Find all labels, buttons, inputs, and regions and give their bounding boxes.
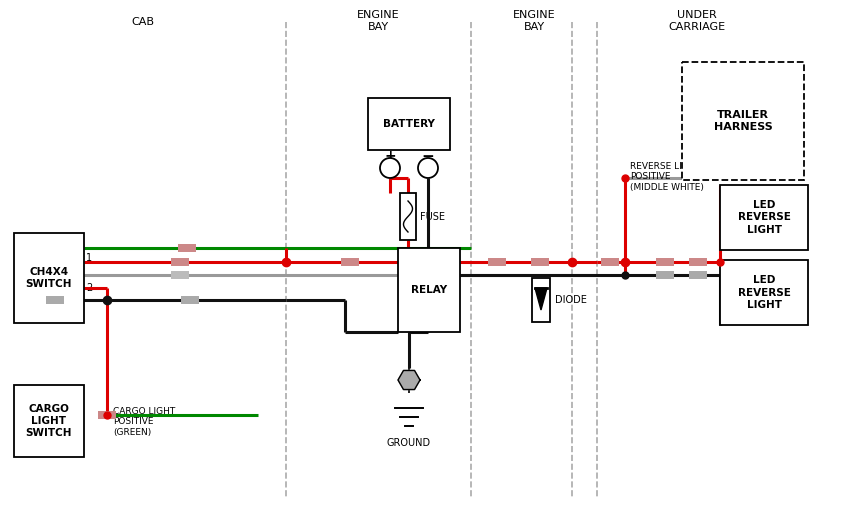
Text: GROUND: GROUND: [387, 438, 431, 448]
Text: ENGINE
BAY: ENGINE BAY: [357, 10, 399, 32]
Bar: [689, 271, 707, 279]
Bar: [531, 258, 549, 266]
Text: FUSE: FUSE: [420, 211, 445, 222]
Polygon shape: [535, 288, 547, 310]
Text: +: +: [385, 149, 396, 163]
Bar: [171, 271, 189, 279]
Text: 2: 2: [86, 283, 92, 293]
Bar: [398, 248, 460, 332]
Bar: [488, 258, 506, 266]
Bar: [601, 258, 619, 266]
Bar: [720, 185, 808, 250]
Bar: [181, 296, 199, 304]
Text: CH4X4
SWITCH: CH4X4 SWITCH: [25, 267, 72, 289]
Bar: [656, 258, 674, 266]
Text: CAB: CAB: [131, 17, 154, 27]
Bar: [689, 258, 707, 266]
Bar: [400, 193, 416, 240]
Text: ENGINE
BAY: ENGINE BAY: [512, 10, 556, 32]
Text: CARGO
LIGHT
SWITCH: CARGO LIGHT SWITCH: [25, 404, 72, 439]
Text: TRAILER
HARNESS: TRAILER HARNESS: [714, 110, 772, 132]
Text: BATTERY: BATTERY: [383, 119, 435, 129]
Text: RELAY: RELAY: [411, 285, 447, 295]
Bar: [341, 258, 359, 266]
Text: CARGO LIGHT
POSITIVE
(GREEN): CARGO LIGHT POSITIVE (GREEN): [113, 407, 175, 437]
Text: DIODE: DIODE: [555, 295, 587, 305]
Text: LED
REVERSE
LIGHT: LED REVERSE LIGHT: [738, 200, 790, 235]
Bar: [14, 385, 84, 457]
Text: REVERSE LIGHT
POSITIVE
(MIDDLE WHITE): REVERSE LIGHT POSITIVE (MIDDLE WHITE): [630, 162, 704, 192]
Bar: [178, 244, 196, 252]
Bar: [98, 411, 116, 419]
Bar: [656, 271, 674, 279]
Text: LED
REVERSE
LIGHT: LED REVERSE LIGHT: [738, 275, 790, 310]
Bar: [14, 233, 84, 323]
Circle shape: [380, 158, 400, 178]
Bar: [171, 258, 189, 266]
Bar: [532, 278, 550, 322]
Bar: [682, 62, 804, 180]
Bar: [720, 260, 808, 325]
Text: UNDER
CARRIAGE: UNDER CARRIAGE: [668, 10, 726, 32]
Circle shape: [418, 158, 438, 178]
Text: −: −: [422, 149, 435, 164]
Bar: [46, 296, 64, 304]
Bar: [368, 98, 450, 150]
Text: 1: 1: [86, 253, 92, 263]
Polygon shape: [398, 370, 420, 389]
